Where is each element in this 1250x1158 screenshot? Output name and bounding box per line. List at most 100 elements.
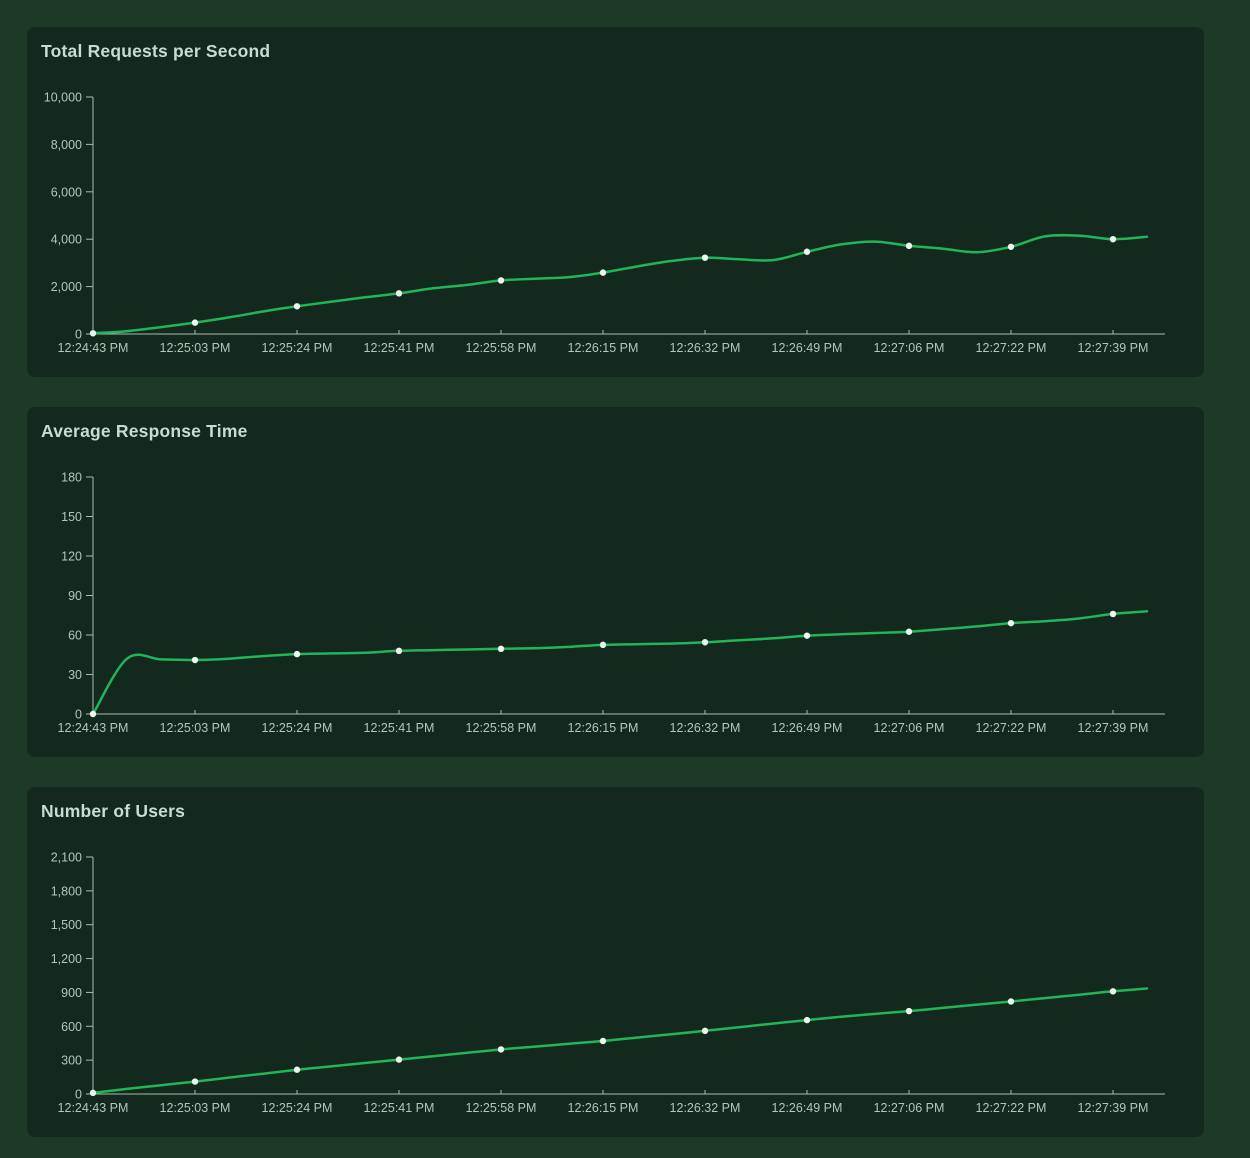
x-axis-tick-label: 12:26:15 PM (568, 341, 639, 355)
data-point-marker[interactable] (1109, 610, 1117, 618)
x-axis-tick-label: 12:25:41 PM (364, 341, 435, 355)
x-axis-tick-label: 12:27:39 PM (1078, 721, 1149, 735)
x-axis-tick-label: 12:27:39 PM (1078, 1101, 1149, 1115)
data-point-marker[interactable] (497, 1046, 505, 1053)
data-point-marker[interactable] (395, 1056, 403, 1063)
total-requests-per-second-chart[interactable]: 0 2,000 4,000 6,000 8,000 10,000 12:24:43 PM 12… (27, 27, 1204, 377)
chart-title-average-response-time: Average Response Time (41, 421, 248, 441)
y-axis-tick-label: 150 (61, 510, 82, 524)
data-point-marker[interactable] (497, 277, 505, 284)
y-axis-tick-label: 1,200 (51, 952, 82, 966)
data-point-marker[interactable] (1007, 619, 1015, 627)
data-point-marker[interactable] (395, 647, 403, 654)
y-axis-tick-label: 30 (68, 668, 82, 682)
x-axis-tick-label: 12:24:43 PM (58, 1101, 129, 1115)
x-axis-tick-label: 12:25:03 PM (160, 1101, 231, 1115)
data-point-marker[interactable] (89, 710, 97, 718)
series-line (91, 610, 1149, 716)
y-axis-tick-label: 0 (75, 708, 82, 722)
y-axis-tick-label: 2,000 (51, 280, 82, 294)
data-point-marker[interactable] (89, 330, 97, 337)
x-axis-tick-label: 12:25:58 PM (466, 1101, 537, 1115)
x-axis-tick-label: 12:26:49 PM (772, 341, 843, 355)
data-point-marker[interactable] (599, 1037, 607, 1045)
data-point-marker[interactable] (497, 645, 505, 653)
y-axis-tick-label: 1,500 (51, 918, 82, 932)
y-axis-tick-label: 90 (68, 589, 82, 603)
data-point-marker[interactable] (599, 269, 607, 276)
data-point-marker[interactable] (701, 1027, 709, 1034)
data-point-marker[interactable] (1109, 236, 1117, 243)
series-line (91, 987, 1149, 1095)
x-axis-tick-label: 12:27:06 PM (874, 1101, 945, 1115)
data-point-marker[interactable] (905, 1007, 913, 1015)
x-axis-tick-label: 12:27:06 PM (874, 721, 945, 735)
x-axis-tick-label: 12:25:58 PM (466, 341, 537, 355)
y-axis-tick-label: 300 (61, 1054, 82, 1068)
x-axis-tick-label: 12:25:24 PM (262, 721, 333, 735)
y-axis-tick-label: 180 (61, 471, 82, 485)
average-response-time-card: Average Response Time 0 30 60 90 120 150 180 12… (27, 407, 1204, 757)
x-axis-tick-label: 12:26:49 PM (772, 721, 843, 735)
x-axis-tick-label: 12:25:58 PM (466, 721, 537, 735)
number-of-users-chart[interactable]: 0 300 600 900 1,200 1,500 1,800 2,100 12:24:43 P… (27, 787, 1204, 1137)
y-axis-tick-label: 4,000 (51, 233, 82, 247)
x-axis-tick-label: 12:25:24 PM (262, 1101, 333, 1115)
data-point-marker[interactable] (293, 650, 301, 658)
y-axis-tick-label: 10,000 (44, 91, 82, 105)
chart-title-number-of-users: Number of Users (41, 801, 186, 821)
x-axis-tick-label: 12:27:22 PM (976, 341, 1047, 355)
x-axis-tick-label: 12:26:32 PM (670, 721, 741, 735)
x-axis-tick-label: 12:25:41 PM (364, 721, 435, 735)
x-axis-tick-label: 12:26:49 PM (772, 1101, 843, 1115)
x-axis-tick-label: 12:26:32 PM (670, 1101, 741, 1115)
x-axis-tick-label: 12:27:22 PM (976, 721, 1047, 735)
data-point-marker[interactable] (701, 254, 709, 261)
y-axis-tick-label: 8,000 (51, 138, 82, 152)
x-axis-tick-label: 12:26:32 PM (670, 341, 741, 355)
x-axis-tick-label: 12:24:43 PM (58, 721, 129, 735)
x-axis-tick-label: 12:27:39 PM (1078, 341, 1149, 355)
y-axis-tick-label: 2,100 (51, 851, 82, 865)
x-axis-tick-label: 12:27:06 PM (874, 341, 945, 355)
data-point-marker[interactable] (89, 1089, 97, 1097)
y-axis-tick-label: 6,000 (51, 185, 82, 199)
data-point-marker[interactable] (191, 319, 199, 326)
y-axis-tick-label: 0 (75, 1088, 82, 1102)
x-axis-tick-label: 12:25:03 PM (160, 721, 231, 735)
data-point-marker[interactable] (599, 641, 607, 649)
y-axis-tick-label: 60 (68, 629, 82, 643)
data-point-marker[interactable] (191, 656, 199, 664)
data-point-marker[interactable] (191, 1078, 199, 1085)
data-point-marker[interactable] (905, 628, 913, 635)
y-axis-tick-label: 600 (61, 1020, 82, 1034)
data-point-marker[interactable] (803, 1016, 811, 1024)
series-line (91, 233, 1149, 335)
x-axis-tick-label: 12:25:03 PM (160, 341, 231, 355)
data-point-marker[interactable] (905, 242, 913, 250)
x-axis-tick-label: 12:25:41 PM (364, 1101, 435, 1115)
number-of-users-card: Number of Users 0 300 600 900 1,200 1,500 1,80… (27, 787, 1204, 1137)
x-axis-tick-label: 12:27:22 PM (976, 1101, 1047, 1115)
x-axis-tick-label: 12:24:43 PM (58, 341, 129, 355)
data-point-marker[interactable] (701, 639, 709, 646)
x-axis-tick-label: 12:26:15 PM (568, 721, 639, 735)
data-point-marker[interactable] (395, 290, 403, 297)
data-point-marker[interactable] (1007, 998, 1015, 1005)
x-axis-tick-label: 12:26:15 PM (568, 1101, 639, 1115)
chart-title-total-requests: Total Requests per Second (41, 41, 271, 61)
y-axis-tick-label: 0 (75, 328, 82, 342)
data-point-marker[interactable] (1007, 243, 1015, 250)
y-axis-tick-label: 900 (61, 986, 82, 1000)
average-response-time-chart[interactable]: 0 30 60 90 120 150 180 12:24:43 PM 12:25:03 PM 12… (27, 407, 1204, 757)
x-axis-tick-label: 12:25:24 PM (262, 341, 333, 355)
total-requests-per-second-card: Total Requests per Second 0 2,000 4,000 6,0… (27, 27, 1204, 377)
data-point-marker[interactable] (293, 303, 301, 310)
data-point-marker[interactable] (293, 1066, 301, 1073)
y-axis-tick-label: 1,800 (51, 884, 82, 898)
y-axis-tick-label: 120 (61, 550, 82, 564)
data-point-marker[interactable] (803, 632, 811, 639)
data-point-marker[interactable] (1109, 988, 1117, 995)
data-point-marker[interactable] (803, 248, 811, 255)
